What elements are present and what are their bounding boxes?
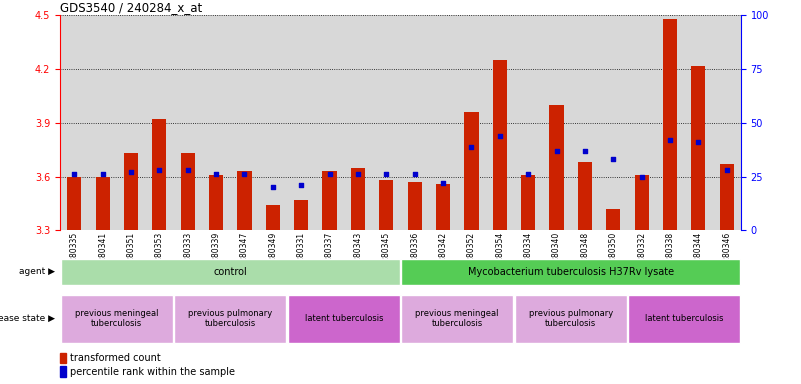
Bar [401,259,740,285]
Bar [514,15,542,230]
Bar [266,205,280,230]
Bar [175,295,286,343]
Text: control: control [213,266,248,277]
Bar [684,15,713,230]
Text: GDS3540 / 240284_x_at: GDS3540 / 240284_x_at [60,1,203,14]
Bar [61,259,400,285]
Bar [323,171,336,230]
Text: transformed count: transformed count [70,353,160,363]
Bar [209,175,223,230]
Bar [634,175,649,230]
Point [380,171,392,177]
Point [578,148,591,154]
Point [663,137,676,143]
Bar [521,175,535,230]
Text: agent ▶: agent ▶ [19,267,55,276]
Point [635,174,648,180]
Bar [457,15,485,230]
Point [352,171,364,177]
Bar [429,15,457,230]
Point [181,167,194,173]
Text: Mycobacterium tuberculosis H37Rv lysate: Mycobacterium tuberculosis H37Rv lysate [468,266,674,277]
Point [295,182,308,188]
Bar [485,15,514,230]
Bar [656,15,684,230]
Bar [60,15,88,230]
Bar [372,15,400,230]
Bar [67,177,82,230]
Bar [515,295,626,343]
Bar [570,15,599,230]
Point [125,169,138,175]
Text: previous pulmonary
tuberculosis: previous pulmonary tuberculosis [529,309,613,328]
Bar [401,295,513,343]
Bar [351,168,365,230]
Bar [231,15,259,230]
Bar [145,15,174,230]
Point [437,180,449,186]
Point [720,167,733,173]
Text: latent tuberculosis: latent tuberculosis [645,314,723,323]
Bar [549,105,564,230]
Bar [202,15,231,230]
Bar [379,180,393,230]
Bar [61,295,173,343]
Point [521,171,534,177]
Point [96,171,109,177]
Bar [719,164,734,230]
Bar [288,295,400,343]
Bar [316,15,344,230]
Text: latent tuberculosis: latent tuberculosis [304,314,383,323]
Bar [408,182,422,230]
Bar [628,295,740,343]
Bar [436,184,450,230]
Bar [606,209,620,230]
Point [550,148,563,154]
Bar [60,366,66,377]
Text: percentile rank within the sample: percentile rank within the sample [70,367,235,377]
Point [493,133,506,139]
Bar [493,60,507,230]
Bar [152,119,167,230]
Text: disease state ▶: disease state ▶ [0,314,55,323]
Bar [174,15,202,230]
Bar [237,171,252,230]
Bar [465,112,478,230]
Point [153,167,166,173]
Point [238,171,251,177]
Bar [627,15,656,230]
Text: previous meningeal
tuberculosis: previous meningeal tuberculosis [75,309,159,328]
Bar [691,66,706,230]
Bar [181,153,195,230]
Point [409,171,421,177]
Point [68,171,81,177]
Point [692,139,705,145]
Bar [95,177,110,230]
Bar [713,15,741,230]
Text: previous meningeal
tuberculosis: previous meningeal tuberculosis [416,309,499,328]
Text: previous pulmonary
tuberculosis: previous pulmonary tuberculosis [188,309,272,328]
Bar [578,162,592,230]
Bar [663,19,677,230]
Point [267,184,280,190]
Point [607,156,620,162]
Bar [124,153,138,230]
Point [210,171,223,177]
Bar [287,15,316,230]
Bar [117,15,145,230]
Point [323,171,336,177]
Bar [542,15,570,230]
Bar [88,15,117,230]
Bar [259,15,287,230]
Point [465,144,478,150]
Bar [294,200,308,230]
Bar [60,353,66,363]
Bar [344,15,372,230]
Bar [400,15,429,230]
Bar [599,15,627,230]
